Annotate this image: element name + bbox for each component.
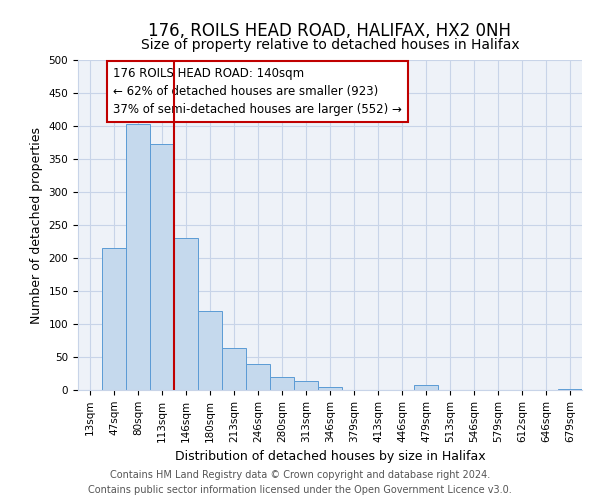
Text: Size of property relative to detached houses in Halifax: Size of property relative to detached ho… (140, 38, 520, 52)
Bar (222, 348, 246, 390)
Text: 176, ROILS HEAD ROAD, HALIFAX, HX2 0NH: 176, ROILS HEAD ROAD, HALIFAX, HX2 0NH (149, 22, 511, 40)
Bar (126, 124, 150, 390)
Bar (294, 381, 318, 390)
Y-axis label: Number of detached properties: Number of detached properties (30, 126, 43, 324)
Bar (558, 388, 582, 390)
Bar (414, 386, 438, 390)
Text: 176 ROILS HEAD ROAD: 140sqm
← 62% of detached houses are smaller (923)
37% of se: 176 ROILS HEAD ROAD: 140sqm ← 62% of det… (113, 66, 402, 116)
Bar (270, 377, 294, 390)
X-axis label: Distribution of detached houses by size in Halifax: Distribution of detached houses by size … (175, 450, 485, 463)
Bar (150, 144, 174, 390)
Bar (318, 386, 342, 390)
Bar (198, 312, 222, 390)
Bar (174, 238, 198, 390)
Text: Contains HM Land Registry data © Crown copyright and database right 2024.
Contai: Contains HM Land Registry data © Crown c… (88, 470, 512, 495)
Bar (246, 364, 270, 390)
Bar (102, 248, 126, 390)
